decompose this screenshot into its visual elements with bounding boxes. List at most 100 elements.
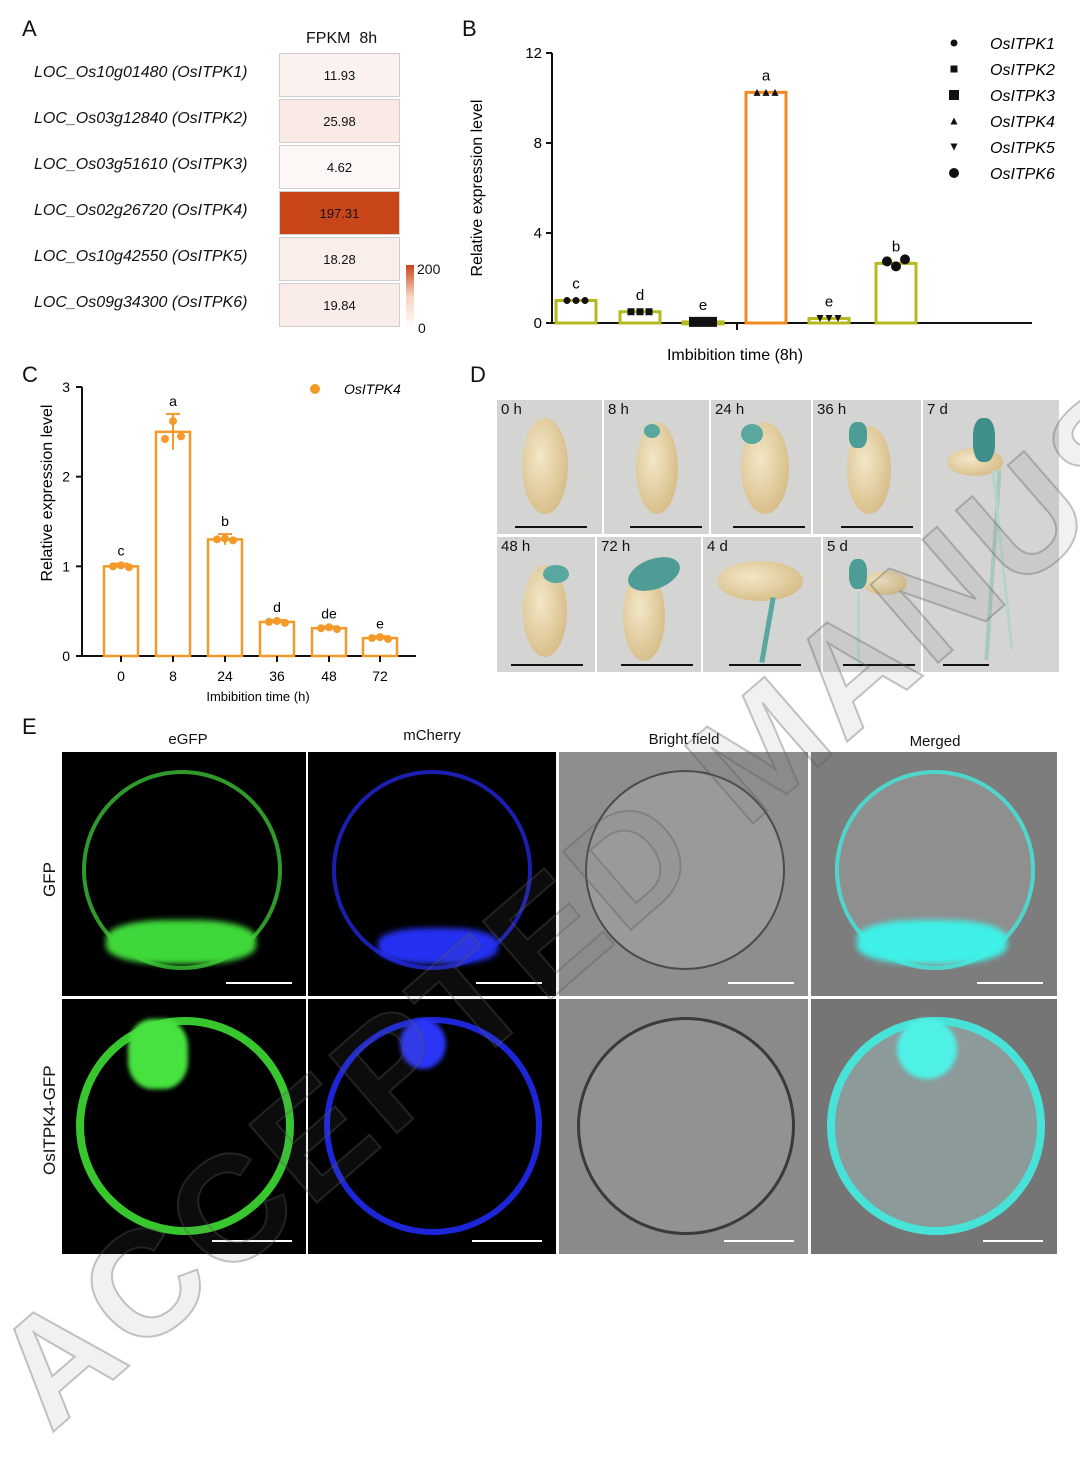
data-point (161, 435, 169, 444)
micrograph-gfp-bright-field (559, 752, 808, 996)
x-axis-title: Imbibition time (h) (206, 689, 309, 704)
scale-bar (977, 982, 1043, 984)
paren-open: ( (167, 110, 178, 127)
cell-signal (378, 928, 498, 964)
paren-open: ( (167, 248, 178, 265)
significance-letter: e (699, 297, 707, 314)
significance-letter: e (825, 294, 833, 311)
y-axis-title: Relative expression level (469, 100, 486, 277)
data-point (950, 143, 958, 151)
panel-b-label: B (462, 16, 477, 41)
data-point (213, 535, 221, 544)
scale-bar (728, 982, 794, 984)
photo-label: 0 h (501, 401, 522, 418)
root-image (759, 597, 776, 663)
panel-d-label: D (470, 362, 486, 387)
paren-open: ( (167, 294, 178, 311)
micrograph-ositpk4-mcherry (308, 999, 556, 1254)
data-point (169, 417, 177, 426)
heatmap-cell: 18.28 (279, 237, 400, 281)
data-point (368, 634, 376, 643)
data-point (333, 625, 341, 634)
scale-bar (226, 982, 292, 984)
seed-photo-72h: 72 h (597, 537, 701, 672)
seed-photo-0h: 0 h (497, 400, 602, 534)
bar (154, 430, 192, 658)
chart-b: 0 4 8 12 Relative expression level Imbibition… (469, 36, 1055, 364)
significance-letter: c (572, 276, 580, 293)
micrograph-gfp-egfp (62, 752, 306, 996)
scale-bar (472, 1240, 542, 1242)
seed-photo-7d: 7 d (923, 400, 1059, 672)
data-point (771, 88, 779, 96)
locus-id: LOC_Os03g51610 (34, 156, 168, 173)
colorbar-min-label: 0 (418, 320, 426, 336)
bar (744, 90, 788, 325)
significance-letter: b (892, 238, 900, 255)
data-point (125, 563, 133, 572)
locus-id: LOC_Os10g42550 (34, 248, 168, 265)
significance-letter: de (321, 605, 337, 621)
legend-label: OsITPK3 (990, 88, 1055, 105)
y-tick-label: 0 (534, 315, 542, 332)
photo-label: 5 d (827, 538, 848, 555)
cell-outline (577, 1017, 795, 1235)
paren-open: ( (167, 156, 178, 173)
data-point (698, 316, 708, 327)
shoot-image (849, 422, 867, 448)
significance-letter: e (376, 615, 384, 631)
data-point (950, 117, 958, 125)
paren-open: ( (167, 202, 178, 219)
legend-label: OsITPK4 (990, 114, 1055, 131)
data-point (900, 254, 910, 265)
seed-photo-24h: 24 h (711, 400, 811, 534)
y-axis-title: Relative expression level (39, 405, 56, 582)
locus-id: LOC_Os03g12840 (34, 110, 168, 127)
photo-label: 24 h (715, 401, 745, 418)
gene-label: LOC_Os03g12840 (OsITPK2) (34, 110, 247, 128)
shoot-image (849, 559, 867, 589)
data-point (273, 617, 281, 626)
shoot-image (644, 424, 660, 438)
bar (310, 626, 348, 658)
scale-bar (621, 664, 693, 666)
gene-label: LOC_Os03g51610 (OsITPK3) (34, 156, 247, 174)
significance-letter: d (636, 287, 644, 304)
significance-letter: c (118, 543, 125, 559)
x-tick-label: 36 (269, 668, 285, 684)
photo-label: 4 d (707, 538, 728, 555)
heatmap-colorbar (406, 265, 414, 328)
locus-id: LOC_Os10g01480 (34, 64, 168, 81)
scale-bar (841, 526, 913, 528)
data-point (707, 316, 717, 327)
seed-image (863, 571, 907, 595)
data-point (950, 39, 958, 47)
y-tick-label: 4 (534, 225, 542, 242)
root-image (984, 470, 1002, 660)
photo-label: 8 h (608, 401, 629, 418)
y-tick-label: 12 (525, 45, 542, 62)
column-label-egfp: eGFP (168, 731, 208, 748)
x-tick-label: 8 (169, 668, 177, 684)
data-point (109, 562, 117, 571)
scale-bar (733, 526, 805, 528)
seed-image (717, 561, 803, 601)
gene-label: LOC_Os02g26720 (OsITPK4) (34, 202, 247, 220)
data-point (281, 618, 289, 627)
heatmap-cell: 11.93 (279, 53, 400, 97)
data-point (949, 168, 959, 178)
y-tick-label: 8 (534, 135, 542, 152)
shoot-image (543, 565, 569, 583)
gene-symbol: OsITPK1 (177, 64, 243, 81)
legend-label: OsITPK5 (990, 140, 1055, 157)
paren-close: ) (242, 110, 248, 127)
significance-letter: a (762, 67, 771, 84)
shoot-image (973, 418, 995, 462)
significance-letter: a (169, 393, 177, 409)
bar (102, 565, 140, 658)
gene-symbol: OsITPK6 (177, 294, 243, 311)
legend-label: OsITPK2 (990, 62, 1055, 79)
seed-photo-36h: 36 h (813, 400, 921, 534)
scale-bar (630, 526, 702, 528)
shoot-image (741, 424, 763, 444)
